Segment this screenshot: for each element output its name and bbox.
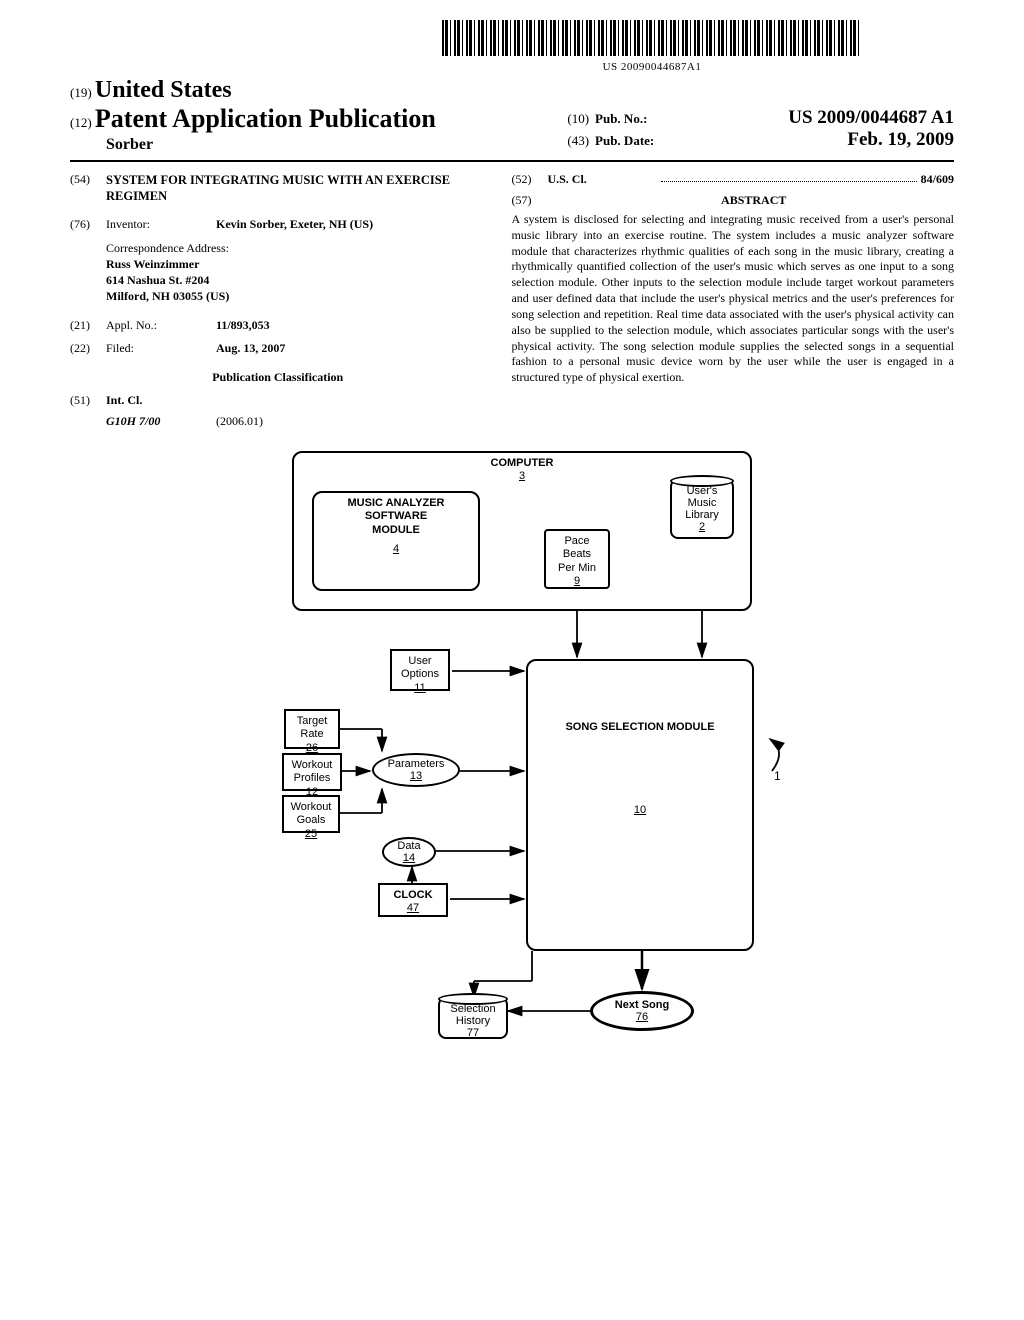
code-52: (52) [511, 172, 547, 187]
header: (19) United States (12) Patent Applicati… [70, 77, 954, 154]
workout-profiles-box: Workout Profiles 12 [282, 753, 342, 791]
parameters-oval: Parameters 13 [372, 753, 460, 787]
uscl-label: U.S. Cl. [547, 172, 657, 187]
pubdate-label: Pub. Date: [595, 133, 654, 149]
author-name: Sorber [70, 136, 547, 154]
abstract-heading: ABSTRACT [553, 193, 954, 208]
bibliographic-columns: (54) SYSTEM FOR INTEGRATING MUSIC WITH A… [70, 172, 954, 435]
code-22: (22) [70, 341, 106, 356]
applno-value: 11/893,053 [216, 318, 270, 333]
clock-ref: 47 [384, 902, 442, 915]
workout-goals-box: Workout Goals 25 [282, 795, 340, 833]
target-label: Target Rate [290, 715, 334, 741]
music-library-cylinder: User's Music Library 2 [670, 477, 734, 539]
analyzer-l2: SOFTWARE [318, 510, 474, 523]
uscl-value: 84/609 [921, 172, 954, 187]
goals-label: Workout Goals [288, 801, 334, 827]
next-label: Next Song [615, 999, 669, 1011]
intcl-year: (2006.01) [216, 414, 263, 429]
filed-label: Filed: [106, 341, 216, 356]
target-rate-box: Target Rate 26 [284, 709, 340, 749]
pace-l3: Per Min [550, 562, 604, 575]
code-19: (19) [70, 85, 92, 100]
correspondence-label: Correspondence Address: [106, 240, 485, 256]
divider-thick [70, 160, 954, 162]
computer-label: COMPUTER [298, 457, 746, 470]
library-label: User's Music Library [676, 485, 728, 521]
next-ref: 76 [636, 1011, 648, 1023]
pace-box: Pace Beats Per Min 9 [544, 529, 610, 589]
country: United States [95, 77, 232, 103]
code-21: (21) [70, 318, 106, 333]
pace-l2: Beats [550, 548, 604, 561]
data-ref: 14 [403, 852, 415, 864]
pace-l1: Pace [550, 535, 604, 548]
useropts-ref: 11 [396, 682, 444, 695]
publication-type: Patent Application Publication [95, 104, 436, 133]
selhist-ref: 77 [444, 1027, 502, 1039]
code-43: (43) [567, 133, 589, 149]
profiles-label: Workout Profiles [288, 759, 336, 785]
ssm-label: SONG SELECTION MODULE [532, 721, 748, 734]
code-57: (57) [511, 193, 547, 208]
data-label: Data [397, 840, 420, 852]
selection-history-cylinder: Selection History 77 [438, 995, 508, 1039]
clock-label: CLOCK [384, 889, 442, 902]
code-10: (10) [567, 111, 589, 127]
barcode-block: US 20090044687A1 [350, 20, 954, 73]
song-selection-module-box: SONG SELECTION MODULE 10 [526, 659, 754, 951]
library-ref: 2 [676, 521, 728, 533]
user-options-box: User Options 11 [390, 649, 450, 691]
correspondence-name: Russ Weinzimmer [106, 256, 485, 272]
analyzer-ref: 4 [318, 543, 474, 556]
ref-one: 1 [774, 769, 781, 783]
pubno-label: Pub. No.: [595, 111, 647, 127]
next-song-oval: Next Song 76 [590, 991, 694, 1031]
ssm-ref: 10 [532, 804, 748, 817]
invention-title: SYSTEM FOR INTEGRATING MUSIC WITH AN EXE… [106, 172, 485, 205]
pace-ref: 9 [550, 575, 604, 588]
barcode-number: US 20090044687A1 [350, 61, 954, 73]
params-label: Parameters [388, 758, 445, 770]
figure-diagram: COMPUTER 3 MUSIC ANALYZER SOFTWARE MODUL… [212, 451, 812, 1061]
inventor-label: Inventor: [106, 217, 216, 232]
goals-ref: 25 [288, 828, 334, 841]
applno-label: Appl. No.: [106, 318, 216, 333]
clock-box: CLOCK 47 [378, 883, 448, 917]
barcode-graphic [442, 20, 862, 56]
correspondence-addr1: 614 Nashua St. #204 [106, 272, 485, 288]
pub-classification-heading: Publication Classification [70, 370, 485, 385]
code-54: (54) [70, 172, 106, 205]
code-76: (76) [70, 217, 106, 232]
music-analyzer-box: MUSIC ANALYZER SOFTWARE MODULE 4 [312, 491, 480, 591]
intcl-code: G10H 7/00 [106, 414, 216, 429]
code-12: (12) [70, 115, 92, 130]
inventor-value: Kevin Sorber, Exeter, NH (US) [216, 217, 373, 231]
intcl-label: Int. Cl. [106, 393, 142, 408]
publication-number: US 2009/0044687 A1 [788, 107, 954, 129]
filed-value: Aug. 13, 2007 [216, 341, 285, 356]
params-ref: 13 [410, 770, 422, 782]
dot-leader [661, 172, 916, 182]
publication-date: Feb. 19, 2009 [847, 129, 954, 151]
analyzer-l1: MUSIC ANALYZER [318, 497, 474, 510]
abstract-text: A system is disclosed for selecting and … [511, 212, 954, 386]
selhist-label: Selection History [444, 1003, 502, 1027]
useropts-label: User Options [396, 655, 444, 681]
correspondence-addr2: Milford, NH 03055 (US) [106, 288, 485, 304]
analyzer-l3: MODULE [318, 524, 474, 537]
code-51: (51) [70, 393, 106, 408]
